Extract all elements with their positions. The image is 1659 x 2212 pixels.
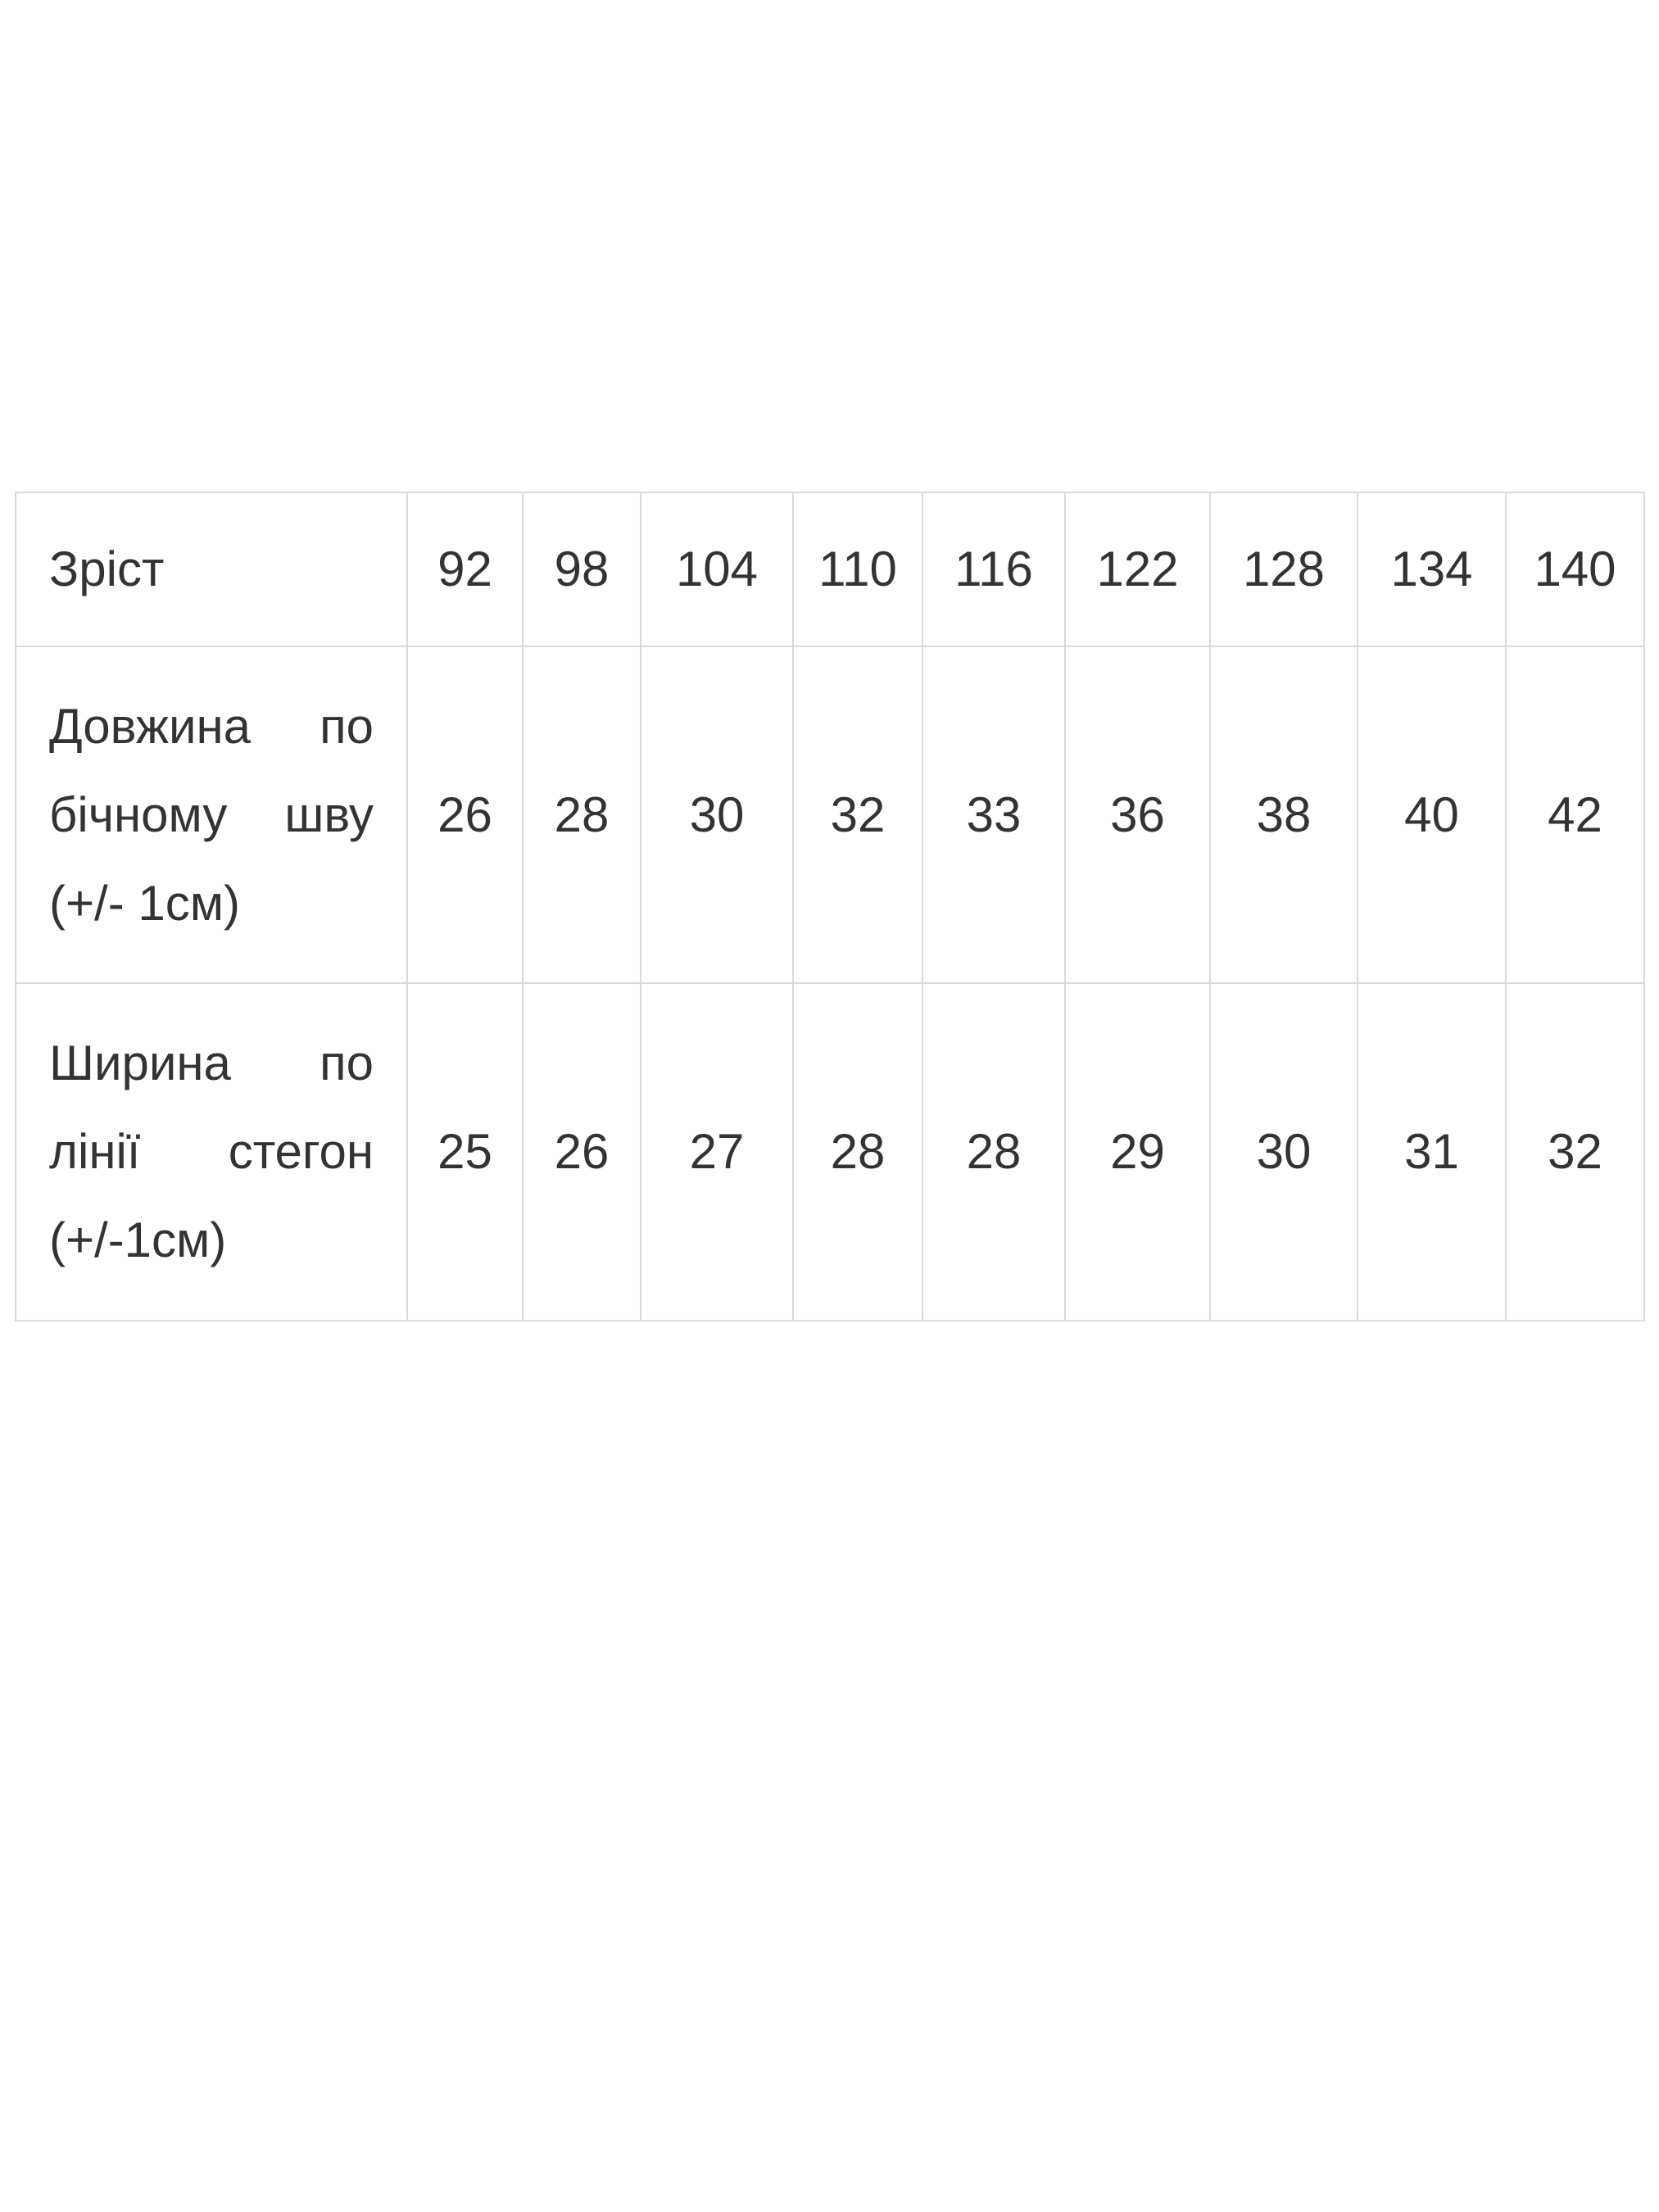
table-cell: 104 — [640, 492, 794, 647]
table-cell: 40 — [1357, 646, 1507, 984]
table-cell: 30 — [640, 646, 794, 984]
table-cell: 30 — [1209, 982, 1358, 1321]
row-label-text: стегон — [228, 1124, 374, 1179]
row-label-text: по — [320, 698, 374, 754]
table-cell: 134 — [1357, 492, 1507, 647]
table-cell: 25 — [406, 982, 524, 1321]
table-row-height: Зріст 92 98 104 110 116 122 128 134 140 — [15, 492, 1645, 647]
table-cell: 28 — [522, 646, 641, 984]
row-label-height: Зріст — [15, 492, 408, 647]
table-cell: 116 — [922, 492, 1066, 647]
table-cell: 98 — [522, 492, 641, 647]
row-label-text: (+/-1см) — [49, 1213, 227, 1267]
table-cell: 33 — [922, 646, 1066, 984]
table-cell: 28 — [922, 982, 1066, 1321]
table-row-side-seam-length: Довжина по бічному шву (+/- 1см) 26 28 3… — [15, 646, 1645, 984]
row-label-text: бічному — [49, 786, 228, 842]
row-label-text: (+/- 1см) — [49, 875, 240, 931]
size-table: Зріст 92 98 104 110 116 122 128 134 140 … — [15, 492, 1645, 1321]
table-cell: 28 — [792, 982, 923, 1321]
table-cell: 110 — [792, 492, 923, 647]
table-cell: 26 — [522, 982, 641, 1321]
table-cell: 122 — [1064, 492, 1211, 647]
table-cell: 36 — [1064, 646, 1211, 984]
table-cell: 32 — [792, 646, 923, 984]
row-label-text: по — [320, 1036, 374, 1090]
row-label-hip-line-width: Ширина по лінії стегон (+/-1см) — [15, 982, 408, 1321]
row-label-side-seam-length: Довжина по бічному шву (+/- 1см) — [15, 646, 408, 984]
table-cell: 26 — [406, 646, 524, 984]
row-label-text: Довжина — [49, 698, 252, 754]
row-label-text: лінії — [49, 1124, 141, 1179]
row-label-text: Зріст — [49, 542, 165, 596]
table-cell: 31 — [1357, 982, 1507, 1321]
table-cell: 27 — [640, 982, 794, 1321]
table-cell: 29 — [1064, 982, 1211, 1321]
table-cell: 32 — [1505, 982, 1645, 1321]
table-cell: 128 — [1209, 492, 1358, 647]
table-cell: 92 — [406, 492, 524, 647]
row-label-text: Ширина — [49, 1036, 231, 1090]
table-cell: 140 — [1505, 492, 1645, 647]
table-cell: 42 — [1505, 646, 1645, 984]
table-row-hip-line-width: Ширина по лінії стегон (+/-1см) 25 26 27… — [15, 982, 1645, 1321]
table-cell: 38 — [1209, 646, 1358, 984]
row-label-text: шву — [284, 786, 374, 842]
